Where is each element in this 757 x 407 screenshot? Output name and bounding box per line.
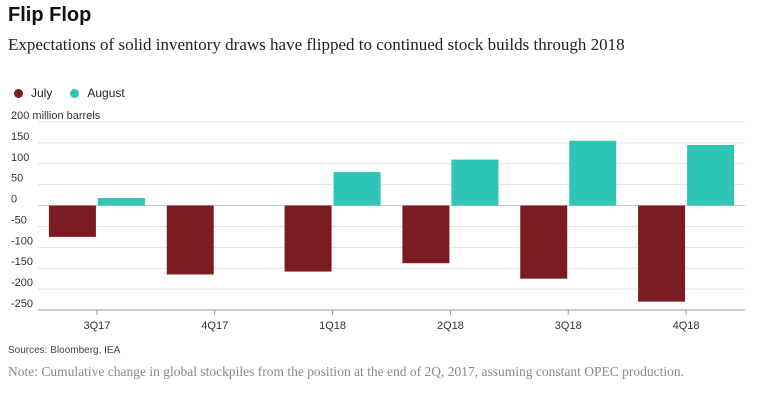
legend-item-july: July xyxy=(14,86,52,100)
note-text: Note: Cumulative change in global stockp… xyxy=(8,364,685,379)
legend-label-july: July xyxy=(31,86,53,100)
x-tick-label: 4Q18 xyxy=(673,320,700,332)
bar-july-1q18 xyxy=(284,205,332,272)
y-tick-label: 100 xyxy=(11,152,29,164)
x-tick-label: 4Q17 xyxy=(201,320,228,332)
legend-item-august: August xyxy=(70,86,125,100)
bar-july-4q18 xyxy=(638,205,686,302)
y-tick-label: 150 xyxy=(11,131,29,143)
bar-july-4q17 xyxy=(166,205,214,275)
x-tick-label: 2Q18 xyxy=(437,320,464,332)
y-tick-label: -50 xyxy=(11,214,27,226)
y-tick-label: -250 xyxy=(11,298,33,310)
legend: July August xyxy=(14,86,143,100)
legend-label-august: August xyxy=(87,86,125,100)
x-tick-label: 3Q17 xyxy=(83,320,110,332)
bar-july-2q18 xyxy=(402,205,450,264)
legend-swatch-july xyxy=(14,88,23,98)
y-tick-label: 0 xyxy=(11,194,17,206)
bar-august-4q18 xyxy=(687,144,735,206)
bar-july-3q18 xyxy=(520,205,568,279)
bar-july-3q17 xyxy=(48,205,96,237)
x-tick-label: 3Q18 xyxy=(555,320,582,332)
y-tick-label: 50 xyxy=(11,173,23,185)
y-tick-label: -150 xyxy=(11,256,33,268)
y-tick-label: -100 xyxy=(11,235,33,247)
chart-title: Flip Flop xyxy=(8,4,92,26)
x-tick-label: 1Q18 xyxy=(319,320,346,332)
legend-swatch-august xyxy=(70,88,80,98)
y-tick-label: 200 million barrels xyxy=(11,110,101,122)
bar-august-1q18 xyxy=(333,172,381,206)
y-tick-label: -200 xyxy=(11,277,33,289)
bar-august-3q17 xyxy=(97,198,145,206)
bar-august-2q18 xyxy=(451,159,499,206)
bar-august-3q18 xyxy=(569,140,617,206)
chart-subtitle: Expectations of solid inventory draws ha… xyxy=(8,35,625,54)
source-text: Sources: Bloomberg, IEA xyxy=(8,345,121,356)
bar-chart: 200 million barrels 150 100 50 0 -50 -100 -150 -… xyxy=(11,110,745,332)
